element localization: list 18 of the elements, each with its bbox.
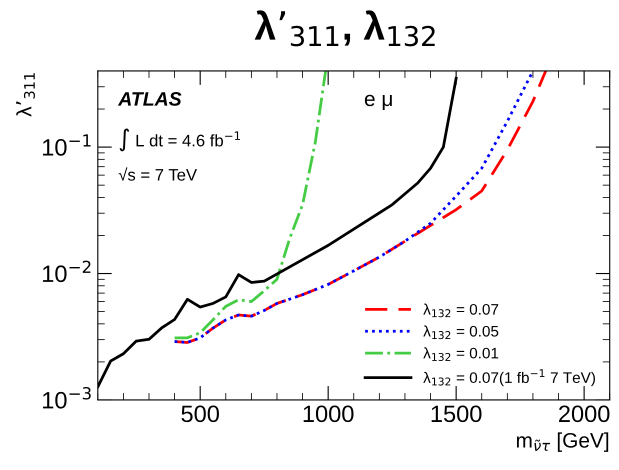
x-tick-label: 1000	[304, 405, 354, 422]
annotation: ATLAS	[118, 92, 182, 106]
x-axis-title: m$_{ν̃τ}$ [GeV]	[516, 432, 608, 452]
y-tick-label: 10$^{−1}$	[43, 134, 91, 156]
x-tick-label: 2000	[559, 405, 610, 422]
x-tick-label: 500	[181, 405, 219, 422]
legend-label: λ$_{132}$ = 0.01	[423, 347, 498, 362]
legend-label: λ$_{132}$ = 0.05	[423, 325, 498, 340]
y-axis-title: λ’$_{311}$	[16, 73, 35, 117]
y-tick-label: 10$^{−2}$	[43, 260, 90, 282]
annotation: √s = 7 TeV	[118, 167, 197, 181]
x-tick-label: 1500	[432, 405, 482, 422]
y-tick-label: 10$^{−3}$	[43, 387, 91, 409]
annotation: ∫ L dt = 4.6 fb$^{−1}$	[120, 128, 240, 152]
legend-label: λ$_{132}$ = 0.07	[423, 304, 498, 318]
annotation: e μ	[364, 94, 392, 110]
chart-title: λ’$_{311}$, λ$_{132}$	[254, 10, 435, 46]
legend-label: λ$_{132}$ = 0.07(1 fb$^{−1}$ 7 TeV)	[423, 369, 595, 386]
